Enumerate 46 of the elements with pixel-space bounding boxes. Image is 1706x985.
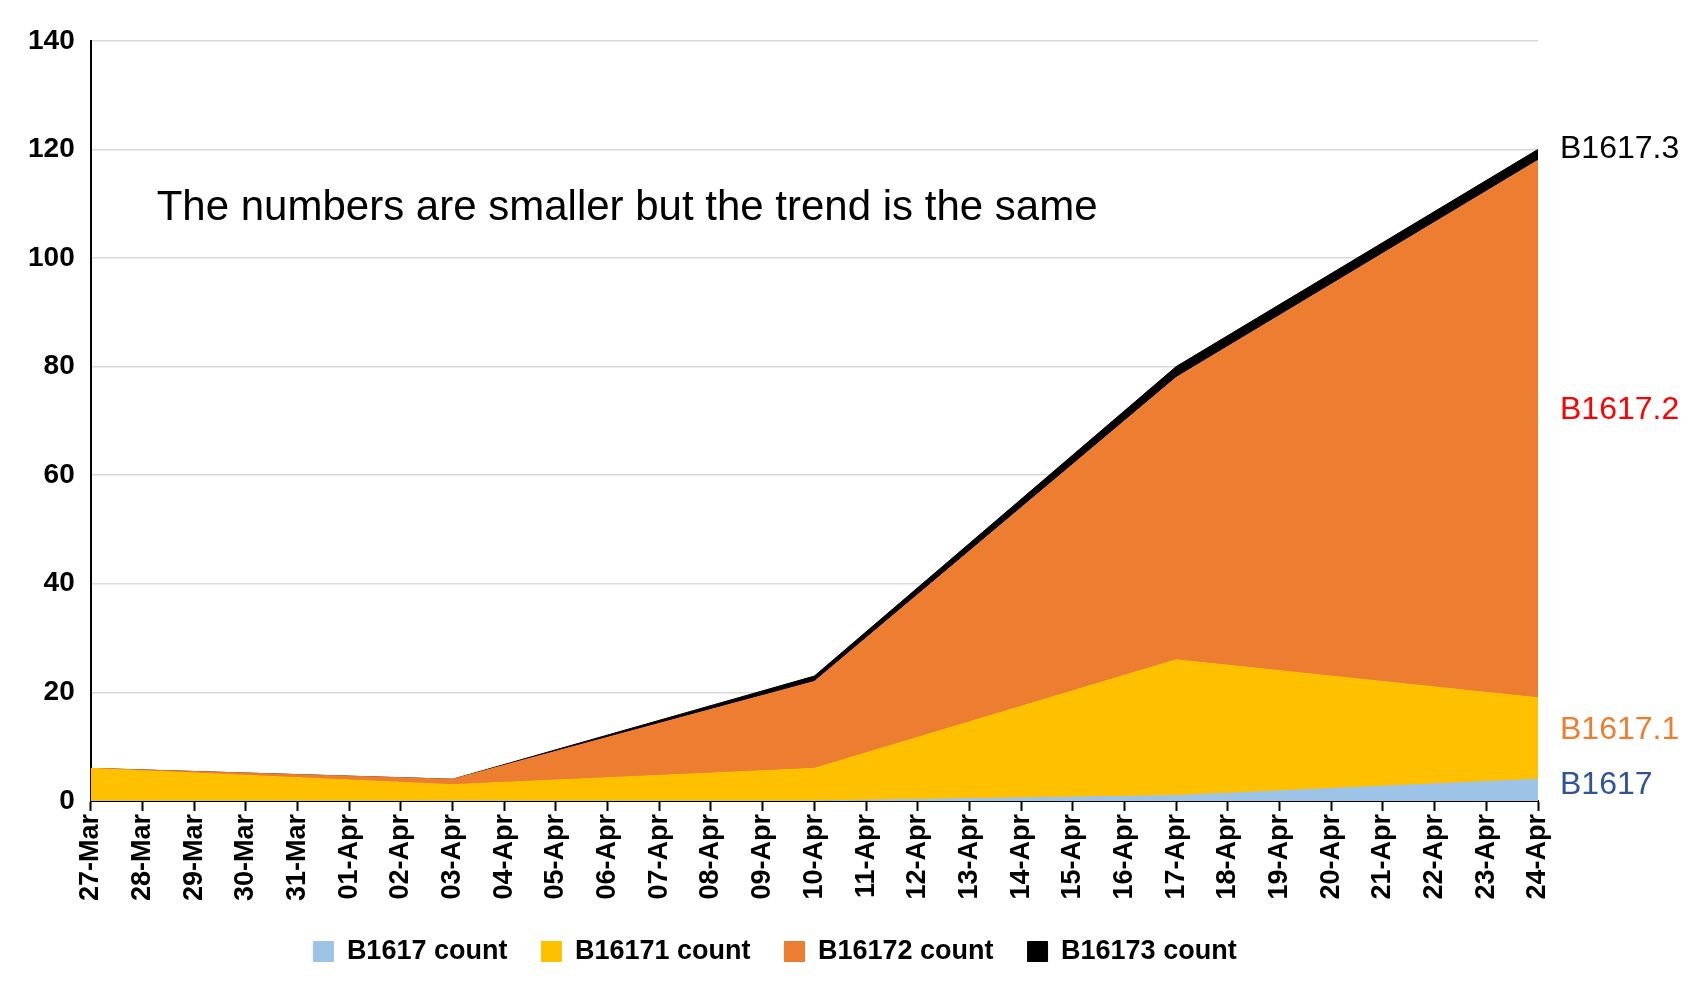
x-tick-label: 03-Apr xyxy=(435,813,466,900)
x-tick-label: 16-Apr xyxy=(1107,813,1138,900)
annotation: B1617.2 xyxy=(1560,389,1680,426)
x-tick-label: 05-Apr xyxy=(539,813,570,900)
y-tick-label: 20 xyxy=(43,675,75,707)
y-tick-label: 120 xyxy=(28,132,75,164)
x-tick-label: 13-Apr xyxy=(952,813,983,900)
x-tick-label: 19-Apr xyxy=(1263,813,1294,900)
annotation: B1617.3 xyxy=(1560,129,1680,166)
x-tick-label: 24-Apr xyxy=(1521,813,1552,900)
x-tick-label: 20-Apr xyxy=(1314,813,1345,900)
x-tick-label: 02-Apr xyxy=(384,813,415,900)
x-tick-label: 30-Mar xyxy=(229,813,260,902)
x-tick-label: 21-Apr xyxy=(1366,813,1397,900)
x-tick-label: 12-Apr xyxy=(901,813,932,900)
x-tick-label: 07-Apr xyxy=(642,813,673,900)
y-tick-label: 40 xyxy=(43,566,75,598)
x-tick-label: 08-Apr xyxy=(694,813,725,900)
x-tick-label: 29-Mar xyxy=(177,813,208,902)
legend-label: B16173 count xyxy=(1061,934,1237,965)
legend-label: B16171 count xyxy=(574,934,751,965)
y-tick-label: 0 xyxy=(59,783,75,815)
x-tick-label: 17-Apr xyxy=(1159,813,1190,900)
x-tick-label: 31-Mar xyxy=(280,813,311,902)
legend-label: B1617 count xyxy=(346,934,508,965)
x-tick-label: 14-Apr xyxy=(1004,813,1035,900)
x-tick-label: 04-Apr xyxy=(487,813,518,900)
legend-label: B16172 count xyxy=(817,934,994,965)
y-tick-label: 140 xyxy=(28,23,75,55)
x-tick-label: 15-Apr xyxy=(1056,813,1087,900)
y-tick-label: 80 xyxy=(43,349,75,381)
x-tick-label: 23-Apr xyxy=(1469,813,1500,900)
y-tick-label: 100 xyxy=(28,240,75,272)
x-tick-label: 06-Apr xyxy=(591,813,622,900)
x-tick-label: 22-Apr xyxy=(1418,813,1449,900)
annotation: B1617.1 xyxy=(1560,710,1680,747)
annotation: B1617 xyxy=(1560,764,1653,801)
x-tick-label: 11-Apr xyxy=(849,813,880,899)
x-tick-label: 28-Mar xyxy=(125,813,156,902)
x-tick-label: 09-Apr xyxy=(746,813,777,900)
x-tick-label: 18-Apr xyxy=(1211,813,1242,900)
annotation: The numbers are smaller but the trend is the same xyxy=(156,182,1098,230)
y-tick-label: 60 xyxy=(43,457,75,489)
x-tick-label: 27-Mar xyxy=(74,813,105,902)
x-tick-label: 10-Apr xyxy=(797,813,828,900)
x-tick-label: 01-Apr xyxy=(332,813,363,900)
